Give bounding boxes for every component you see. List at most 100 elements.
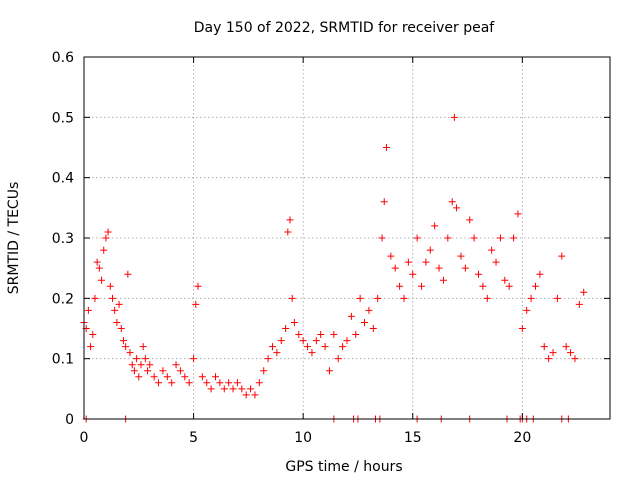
data-point: [527, 294, 535, 302]
data-point: [531, 282, 539, 290]
data-point: [126, 349, 134, 357]
data-point: [181, 373, 189, 381]
data-point: [549, 349, 557, 357]
data-point: [288, 294, 296, 302]
data-point: [135, 373, 143, 381]
data-point: [104, 228, 112, 236]
data-point: [479, 282, 487, 290]
data-point: [106, 282, 114, 290]
y-tick-label: 0.2: [52, 291, 74, 307]
data-point: [286, 216, 294, 224]
data-point: [251, 391, 259, 399]
x-tick-label: 0: [80, 430, 89, 446]
data-point: [117, 325, 125, 332]
x-tick-label: 5: [189, 430, 198, 446]
data-point: [139, 343, 147, 351]
data-point: [466, 216, 474, 224]
data-point: [299, 337, 307, 345]
data-point: [163, 373, 171, 381]
data-point: [431, 222, 439, 230]
data-point: [567, 349, 575, 357]
data-point: [470, 234, 478, 242]
data-point: [404, 258, 412, 266]
data-point: [387, 252, 395, 260]
x-tick-label: 15: [404, 430, 422, 446]
data-point: [545, 355, 553, 363]
data-point: [168, 379, 176, 387]
data-point: [382, 144, 390, 151]
data-point: [194, 282, 202, 290]
data-point: [150, 373, 158, 381]
data-point: [238, 385, 246, 393]
data-point: [435, 264, 443, 272]
data-point: [418, 282, 426, 290]
data-point: [523, 306, 531, 314]
data-point: [176, 367, 184, 375]
data-point: [124, 270, 132, 278]
data-point: [369, 325, 377, 332]
data-point: [334, 355, 342, 363]
data-point: [553, 294, 561, 302]
data-point: [172, 361, 180, 369]
data-point: [514, 210, 522, 218]
data-point: [203, 379, 211, 387]
data-point: [396, 282, 404, 290]
data-point: [198, 373, 206, 381]
data-point: [343, 337, 351, 345]
data-point: [225, 379, 233, 387]
data-point: [444, 234, 452, 242]
data-point: [282, 325, 290, 332]
y-tick-label: 0.6: [52, 50, 74, 66]
data-point: [89, 331, 97, 339]
data-point: [273, 349, 281, 357]
data-point: [290, 318, 298, 326]
data-point: [284, 228, 292, 236]
data-point: [233, 379, 241, 387]
data-point: [413, 234, 421, 242]
data-point: [111, 306, 119, 314]
data-point: [365, 306, 373, 314]
data-point: [562, 343, 570, 351]
data-point: [391, 264, 399, 272]
data-point: [264, 355, 272, 363]
data-point: [361, 318, 369, 326]
data-point: [220, 385, 228, 393]
data-point: [330, 331, 338, 339]
data-point: [277, 337, 285, 345]
data-point: [580, 288, 588, 296]
data-point: [216, 379, 224, 387]
data-point: [571, 355, 579, 363]
data-point: [229, 385, 237, 393]
data-point: [155, 379, 163, 387]
data-point: [247, 385, 255, 393]
data-point: [190, 355, 198, 363]
data-points: [80, 113, 588, 423]
x-axis-label: GPS time / hours: [285, 459, 402, 475]
data-point: [100, 246, 108, 254]
data-point: [255, 379, 263, 387]
data-point: [352, 331, 360, 339]
data-point: [575, 300, 583, 308]
data-point: [457, 252, 465, 260]
data-point: [380, 198, 388, 206]
plot-frame: [83, 56, 611, 420]
data-point: [400, 294, 408, 302]
x-tick-label: 10: [294, 430, 312, 446]
grid-lines: [84, 57, 610, 419]
data-point: [540, 343, 548, 351]
data-point: [558, 252, 566, 260]
data-point: [374, 294, 382, 302]
data-point: [137, 361, 145, 369]
data-point: [130, 367, 138, 375]
data-point: [536, 270, 544, 278]
y-tick-label: 0.3: [52, 231, 74, 247]
data-point: [448, 198, 456, 206]
chart-title: Day 150 of 2022, SRMTID for receiver pea…: [194, 20, 495, 36]
data-point: [192, 300, 200, 308]
data-point: [461, 264, 469, 272]
axis-ticks: [83, 56, 610, 420]
data-point: [483, 294, 491, 302]
data-point: [450, 113, 458, 121]
data-point: [159, 367, 167, 375]
